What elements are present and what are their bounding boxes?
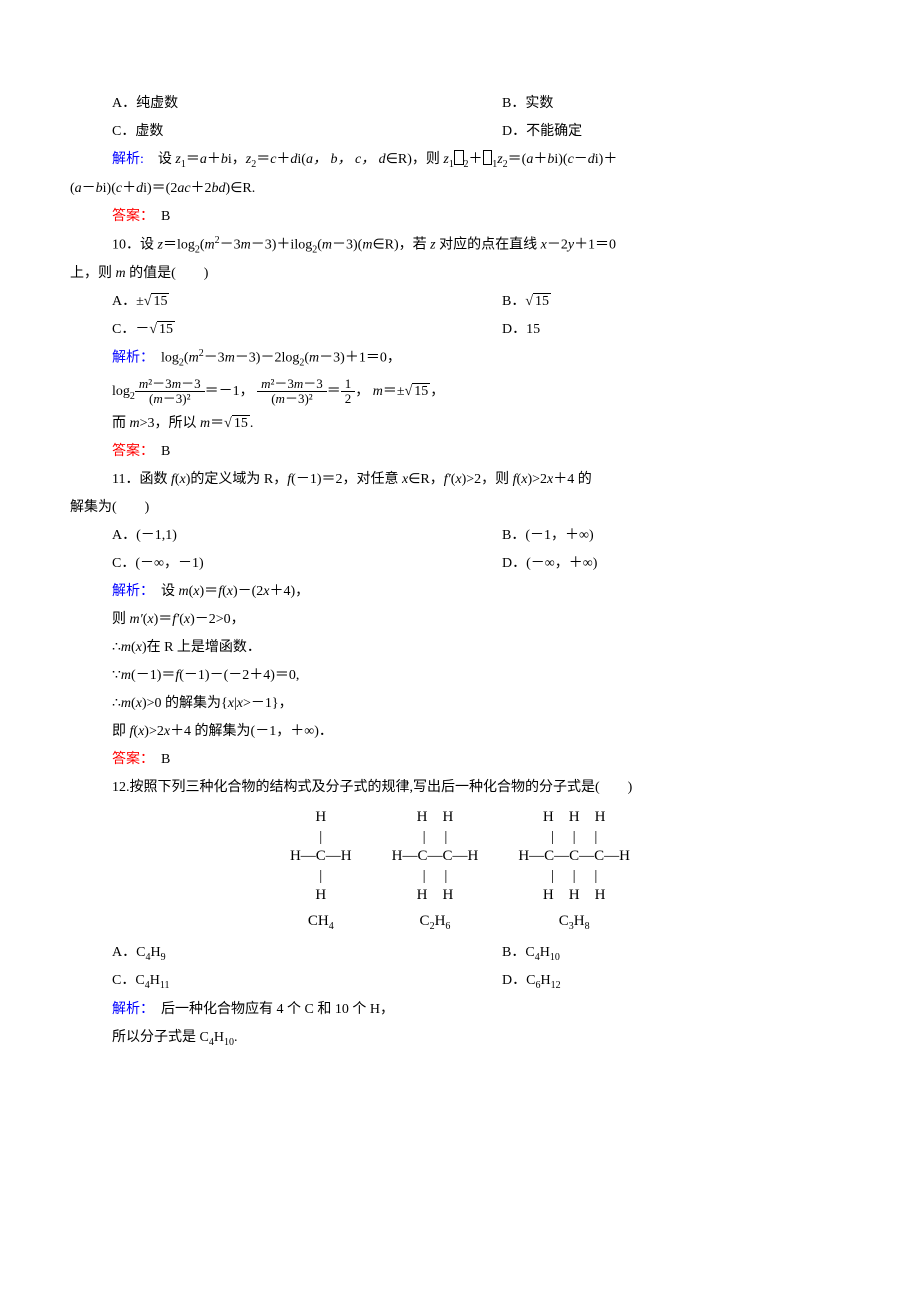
q11-optD: D．(－∞，＋∞) bbox=[502, 550, 892, 578]
jiexi-label: 解析： bbox=[112, 351, 147, 366]
q10-optB: B．√15 bbox=[502, 288, 892, 316]
q9-answer: 答案： B bbox=[70, 203, 850, 231]
q11-jx5: ∴m(x)>0 的解集为{x|x>－1}， bbox=[70, 690, 850, 718]
q12-stem: 12.按照下列三种化合物的结构式及分子式的规律,写出后一种化合物的分子式是( ) bbox=[70, 774, 850, 802]
q10-optC: C．－√15 bbox=[70, 316, 502, 344]
q11-stem-line2: 解集为( ) bbox=[70, 494, 850, 522]
conjugate-box-1 bbox=[454, 150, 464, 165]
q11-optB: B．(－1，＋∞) bbox=[502, 522, 892, 550]
chem-ch4: H | H—C—H | H CH4 bbox=[290, 808, 352, 933]
answer-label: 答案： bbox=[112, 444, 147, 459]
q9-jiexi-line1: 解析: 设 z1＝a＋bi，z2＝c＋di(a， b， c， d∈R)，则 z1… bbox=[70, 146, 850, 175]
fraction-2: m²－3m－3(m－3)² bbox=[257, 377, 327, 407]
chem-label-c3h8: C3H8 bbox=[518, 912, 630, 933]
q9-optD: D．不能确定 bbox=[502, 118, 892, 146]
q10-jiexi-line3: 而 m>3，所以 m＝√15. bbox=[70, 410, 850, 438]
q10-answer: 答案： B bbox=[70, 438, 850, 466]
q9-optC: C．虚数 bbox=[70, 118, 502, 146]
q11-answer: 答案： B bbox=[70, 746, 850, 774]
jiexi-label: 解析： bbox=[112, 1002, 147, 1017]
q10-options-row2: C．－√15 D．15 bbox=[70, 316, 850, 344]
q11-optA: A．(－1,1) bbox=[70, 522, 502, 550]
q10-jiexi-line1: 解析： log2(m2－3m－3)－2log2(m－3)＋1＝0， bbox=[70, 344, 850, 373]
conjugate-box-2 bbox=[483, 150, 493, 165]
q12-chem-diagrams: H | H—C—H | H CH4 H H | | H—C—C—H | | H … bbox=[70, 808, 850, 933]
answer-label: 答案： bbox=[112, 752, 147, 767]
q10-stem-line2: 上，则 m 的值是( ) bbox=[70, 260, 850, 288]
jiexi-label: 解析: bbox=[112, 152, 144, 167]
q11-stem-line1: 11．函数 f(x)的定义域为 R，f(－1)＝2，对任意 x∈R，f′(x)>… bbox=[70, 466, 850, 494]
q12-optB: B．C4H10 bbox=[502, 939, 892, 968]
q12-options-row1: A．C4H9 B．C4H10 bbox=[70, 939, 850, 968]
q11-jx2: 则 m′(x)＝f′(x)－2>0， bbox=[70, 606, 850, 634]
chem-label-ch4: CH4 bbox=[290, 912, 352, 933]
q11-jx4: ∵m(－1)＝f(－1)－(－2＋4)＝0, bbox=[70, 662, 850, 690]
fraction-1: m²－3m－3(m－3)² bbox=[135, 377, 205, 407]
q12-options-row2: C．C4H11 D．C6H12 bbox=[70, 967, 850, 996]
chem-c2h6: H H | | H—C—C—H | | H H C2H6 bbox=[392, 808, 479, 933]
q10-optA: A．±√15 bbox=[70, 288, 502, 316]
q9-optB: B．实数 bbox=[502, 90, 892, 118]
answer-label: 答案： bbox=[112, 209, 147, 224]
q10-stem-line1: 10．设 z＝log2(m2－3m－3)＋ilog2(m－3)(m∈R)，若 z… bbox=[70, 231, 850, 260]
q11-jx3: ∴m(x)在 R 上是增函数． bbox=[70, 634, 850, 662]
chem-c3h8: H H H | | | H—C—C—C—H | | | H H H C3H8 bbox=[518, 808, 630, 933]
q12-optA: A．C4H9 bbox=[70, 939, 502, 968]
q10-optD: D．15 bbox=[502, 316, 892, 344]
q12-optC: C．C4H11 bbox=[70, 967, 502, 996]
chem-label-c2h6: C2H6 bbox=[392, 912, 479, 933]
q9-options-row1: A．纯虚数 B．实数 bbox=[70, 90, 850, 118]
q12-optD: D．C6H12 bbox=[502, 967, 892, 996]
jiexi-label: 解析： bbox=[112, 584, 147, 599]
fraction-half: 12 bbox=[341, 377, 356, 407]
q11-jx6: 即 f(x)>2x＋4 的解集为(－1，＋∞)． bbox=[70, 718, 850, 746]
q12-jiexi: 解析： 后一种化合物应有 4 个 C 和 10 个 H， bbox=[70, 996, 850, 1024]
q10-jiexi-line2: log2m²－3m－3(m－3)²＝－1， m²－3m－3(m－3)²＝12， … bbox=[70, 374, 850, 410]
q9-options-row2: C．虚数 D．不能确定 bbox=[70, 118, 850, 146]
q11-options-row2: C．(－∞，－1) D．(－∞，＋∞) bbox=[70, 550, 850, 578]
q9-optA: A．纯虚数 bbox=[70, 90, 502, 118]
q12-jiexi-line2: 所以分子式是 C4H10. bbox=[70, 1024, 850, 1053]
q11-options-row1: A．(－1,1) B．(－1，＋∞) bbox=[70, 522, 850, 550]
q10-options-row1: A．±√15 B．√15 bbox=[70, 288, 850, 316]
q11-jx1: 解析： 设 m(x)＝f(x)－(2x＋4)， bbox=[70, 578, 850, 606]
q9-jiexi-line2: (a－bi)(c＋di)＝(2ac＋2bd)∈R. bbox=[70, 175, 850, 203]
q11-optC: C．(－∞，－1) bbox=[70, 550, 502, 578]
